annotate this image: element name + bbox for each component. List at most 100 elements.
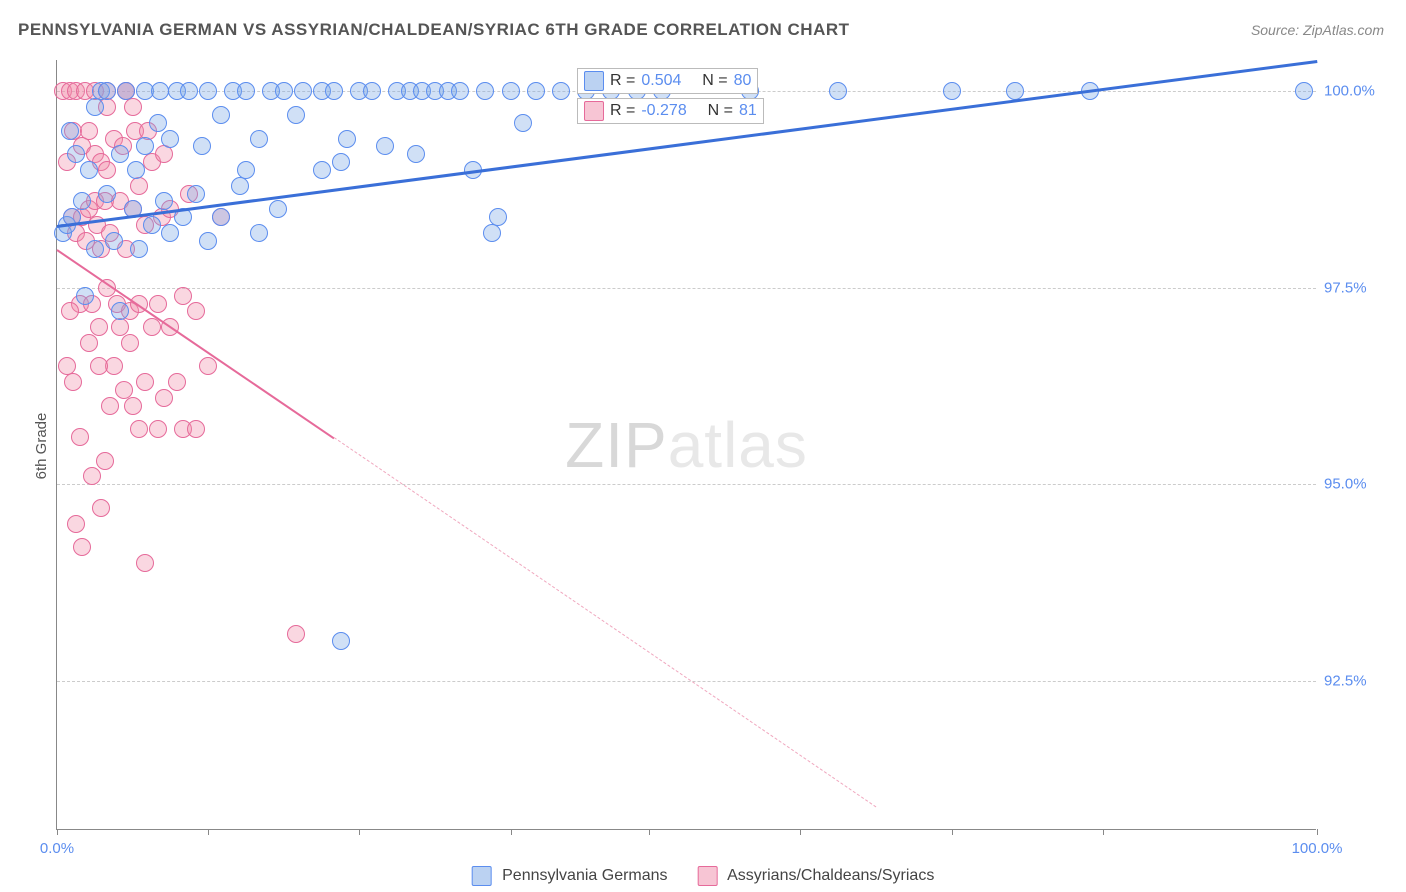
scatter-point-blue	[250, 224, 268, 242]
scatter-point-blue	[98, 185, 116, 203]
scatter-point-blue	[476, 82, 494, 100]
scatter-point-blue	[187, 185, 205, 203]
plot-area: ZIPatlas 92.5%95.0%97.5%100.0%0.0%100.0%…	[56, 60, 1316, 830]
scatter-point-blue	[363, 82, 381, 100]
scatter-point-blue	[136, 137, 154, 155]
gridline	[57, 681, 1316, 682]
x-tick-label: 100.0%	[1292, 840, 1343, 857]
scatter-point-pink	[124, 397, 142, 415]
scatter-point-blue	[193, 137, 211, 155]
y-tick-label: 97.5%	[1324, 279, 1394, 296]
scatter-point-blue	[111, 302, 129, 320]
y-tick-label: 100.0%	[1324, 83, 1394, 100]
scatter-point-pink	[92, 499, 110, 517]
scatter-point-blue	[325, 82, 343, 100]
scatter-point-blue	[338, 130, 356, 148]
scatter-point-blue	[98, 82, 116, 100]
scatter-point-pink	[61, 302, 79, 320]
scatter-point-pink	[67, 515, 85, 533]
scatter-point-blue	[86, 98, 104, 116]
scatter-point-blue	[313, 161, 331, 179]
y-tick-label: 95.0%	[1324, 476, 1394, 493]
scatter-point-pink	[73, 538, 91, 556]
scatter-point-pink	[136, 554, 154, 572]
scatter-point-blue	[294, 82, 312, 100]
scatter-point-blue	[105, 232, 123, 250]
scatter-point-blue	[407, 145, 425, 163]
scatter-point-blue	[161, 224, 179, 242]
scatter-point-pink	[174, 287, 192, 305]
x-tick	[511, 829, 512, 835]
scatter-point-blue	[61, 122, 79, 140]
scatter-point-blue	[502, 82, 520, 100]
stat-box-blue: R = 0.504 N = 80	[577, 68, 758, 94]
scatter-point-blue	[489, 208, 507, 226]
scatter-point-pink	[90, 318, 108, 336]
watermark: ZIPatlas	[565, 408, 808, 482]
x-tick-label: 0.0%	[40, 840, 74, 857]
scatter-point-pink	[71, 428, 89, 446]
scatter-point-pink	[187, 420, 205, 438]
x-tick	[952, 829, 953, 835]
scatter-point-blue	[73, 192, 91, 210]
stat-box-pink: R = -0.278 N = 81	[577, 98, 764, 124]
scatter-point-pink	[168, 373, 186, 391]
scatter-point-pink	[199, 357, 217, 375]
stat-swatch	[584, 71, 604, 91]
scatter-point-blue	[76, 287, 94, 305]
scatter-point-blue	[149, 114, 167, 132]
y-axis-label: 6th Grade	[33, 413, 50, 480]
scatter-point-pink	[121, 334, 139, 352]
scatter-point-pink	[90, 357, 108, 375]
scatter-point-blue	[127, 161, 145, 179]
scatter-point-pink	[149, 295, 167, 313]
scatter-point-blue	[269, 200, 287, 218]
scatter-point-blue	[332, 153, 350, 171]
x-tick	[359, 829, 360, 835]
x-tick	[649, 829, 650, 835]
scatter-point-blue	[212, 106, 230, 124]
scatter-point-blue	[483, 224, 501, 242]
scatter-point-blue	[1295, 82, 1313, 100]
scatter-point-pink	[287, 625, 305, 643]
scatter-point-blue	[155, 192, 173, 210]
scatter-point-blue	[332, 632, 350, 650]
x-tick	[208, 829, 209, 835]
scatter-point-blue	[943, 82, 961, 100]
scatter-point-blue	[130, 240, 148, 258]
scatter-point-pink	[130, 177, 148, 195]
stat-swatch	[584, 101, 604, 121]
scatter-point-pink	[80, 334, 98, 352]
scatter-point-blue	[212, 208, 230, 226]
scatter-point-pink	[130, 420, 148, 438]
scatter-point-pink	[101, 397, 119, 415]
scatter-point-blue	[287, 106, 305, 124]
scatter-point-blue	[86, 240, 104, 258]
scatter-point-pink	[187, 302, 205, 320]
legend-swatch-blue	[472, 866, 492, 886]
scatter-point-blue	[451, 82, 469, 100]
legend-item-pink: Assyrians/Chaldeans/Syriacs	[698, 866, 935, 886]
scatter-point-pink	[136, 373, 154, 391]
gridline	[57, 288, 1316, 289]
legend-swatch-pink	[698, 866, 718, 886]
scatter-point-blue	[151, 82, 169, 100]
scatter-point-blue	[199, 232, 217, 250]
scatter-point-blue	[199, 82, 217, 100]
scatter-point-blue	[231, 177, 249, 195]
scatter-point-pink	[143, 318, 161, 336]
scatter-point-blue	[376, 137, 394, 155]
x-tick	[57, 829, 58, 835]
scatter-point-blue	[275, 82, 293, 100]
x-tick	[1317, 829, 1318, 835]
scatter-point-blue	[237, 161, 255, 179]
x-tick	[800, 829, 801, 835]
scatter-point-blue	[180, 82, 198, 100]
scatter-point-blue	[143, 216, 161, 234]
scatter-point-blue	[67, 145, 85, 163]
scatter-point-pink	[149, 420, 167, 438]
scatter-point-blue	[117, 82, 135, 100]
scatter-point-pink	[80, 122, 98, 140]
scatter-point-pink	[155, 145, 173, 163]
scatter-point-pink	[96, 452, 114, 470]
